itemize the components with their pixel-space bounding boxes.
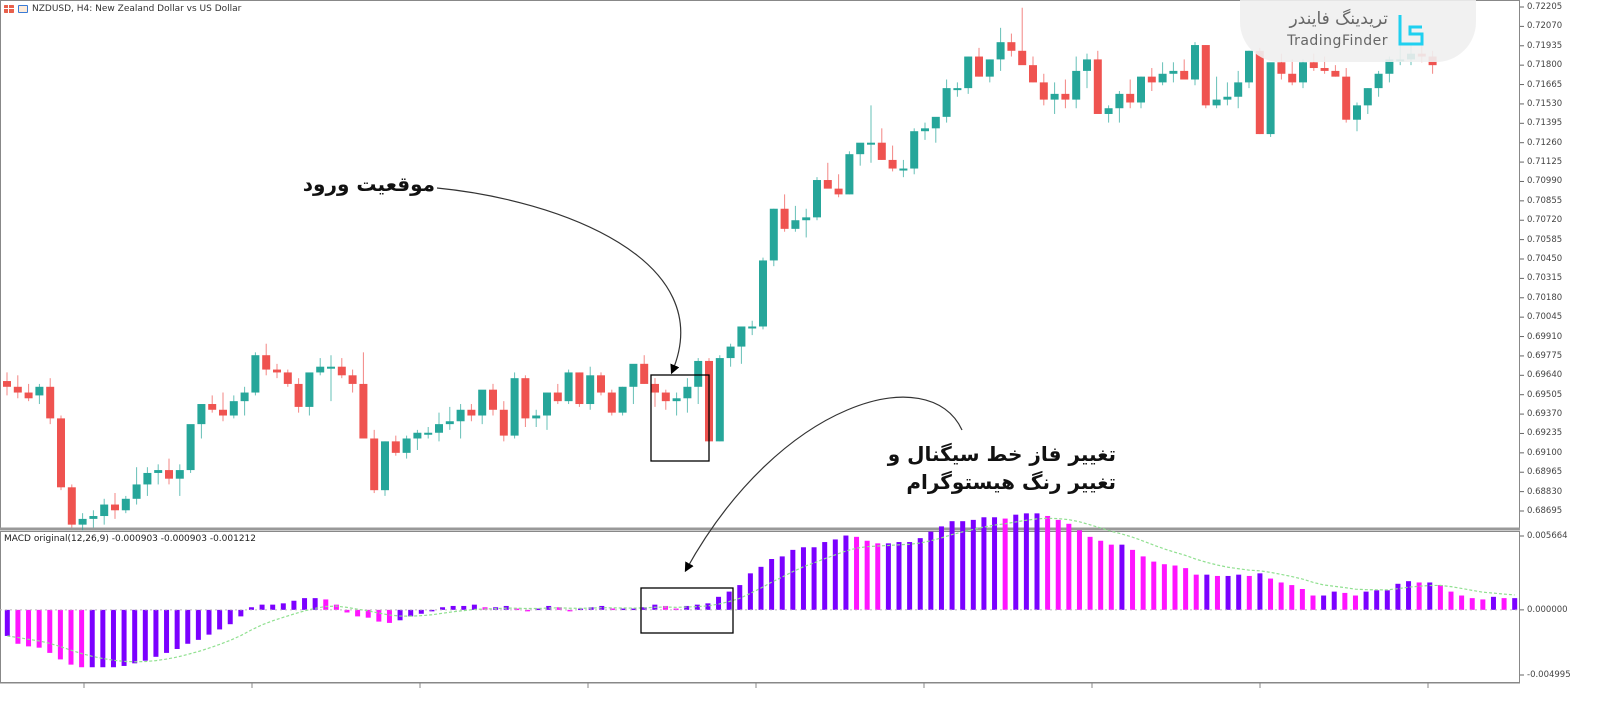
macd-signal-line [7,517,1515,663]
macd-highlight-box [640,587,734,634]
macd-tick-label: 0.005664 [1527,531,1568,541]
price-tick-label: 0.68695 [1527,506,1563,516]
price-tick-label: 0.71800 [1527,60,1563,71]
price-tick-label: 0.71935 [1527,40,1563,51]
annotation-signal-line2: تغییر رنگ هیستوگرام [906,470,1116,494]
price-tick-label: 0.68830 [1527,486,1563,497]
price-tick-label: 0.69370 [1527,409,1563,420]
price-tick-label: 0.70045 [1527,312,1563,323]
chart-icon[interactable] [18,5,28,13]
price-tick-label: 0.70855 [1527,195,1563,206]
price-tick-label: 0.69910 [1527,331,1563,342]
macd-histogram [4,513,1518,668]
price-tick-label: 0.70450 [1527,254,1563,264]
candles [3,7,1437,531]
price-tick-label: 0.70315 [1527,273,1563,284]
price-tick-label: 0.69505 [1527,389,1563,400]
chart-title: NZDUSD, H4: New Zealand Dollar vs US Dol… [32,4,242,14]
price-tick-label: 0.71665 [1527,79,1563,90]
price-tick-label: 0.69235 [1527,428,1563,439]
price-tick-label: 0.72205 [1527,2,1563,12]
watermark-panel [1240,0,1476,62]
price-tick-label: 0.70180 [1527,292,1563,303]
price-tick-label: 0.72070 [1527,21,1563,32]
price-tick-label: 0.70990 [1527,176,1563,187]
macd-tick-label: -0.004995 [1527,670,1571,680]
price-tick-label: 0.71530 [1527,98,1563,109]
price-tick-label: 0.71125 [1527,157,1563,168]
price-tick-label: 0.71260 [1527,137,1563,148]
price-tick-label: 0.69775 [1527,350,1563,361]
tradingfinder-logo-icon [1398,15,1424,46]
price-tick-label: 0.69100 [1527,447,1563,458]
entry-arrow [436,187,682,375]
signal-arrow [684,396,963,573]
price-tick-label: 0.69640 [1527,370,1563,381]
macd-tick-label: 0.000000 [1527,604,1568,615]
price-tick-label: 0.70720 [1527,215,1563,226]
grid-icon[interactable] [4,5,14,13]
annotation-signal-change: تغییر فاز خط سیگنال و تغییر رنگ هیستوگرا… [860,440,1116,496]
indicator-label: MACD original(12,26,9) -0.000903 -0.0009… [4,534,257,544]
chart-title-bar: NZDUSD, H4: New Zealand Dollar vs US Dol… [4,4,241,14]
watermark-text-en: TradingFinder [1287,33,1388,49]
watermark-text-fa: تریدینگ فایندر [1289,9,1388,29]
annotation-signal-line1: تغییر فاز خط سیگنال و [887,442,1116,466]
annotation-entry-position: موقعیت ورود [302,172,435,196]
price-tick-label: 0.70585 [1527,234,1563,245]
price-tick-label: 0.68965 [1527,467,1563,478]
entry-highlight-box [650,374,710,462]
price-tick-label: 0.71395 [1527,118,1563,129]
